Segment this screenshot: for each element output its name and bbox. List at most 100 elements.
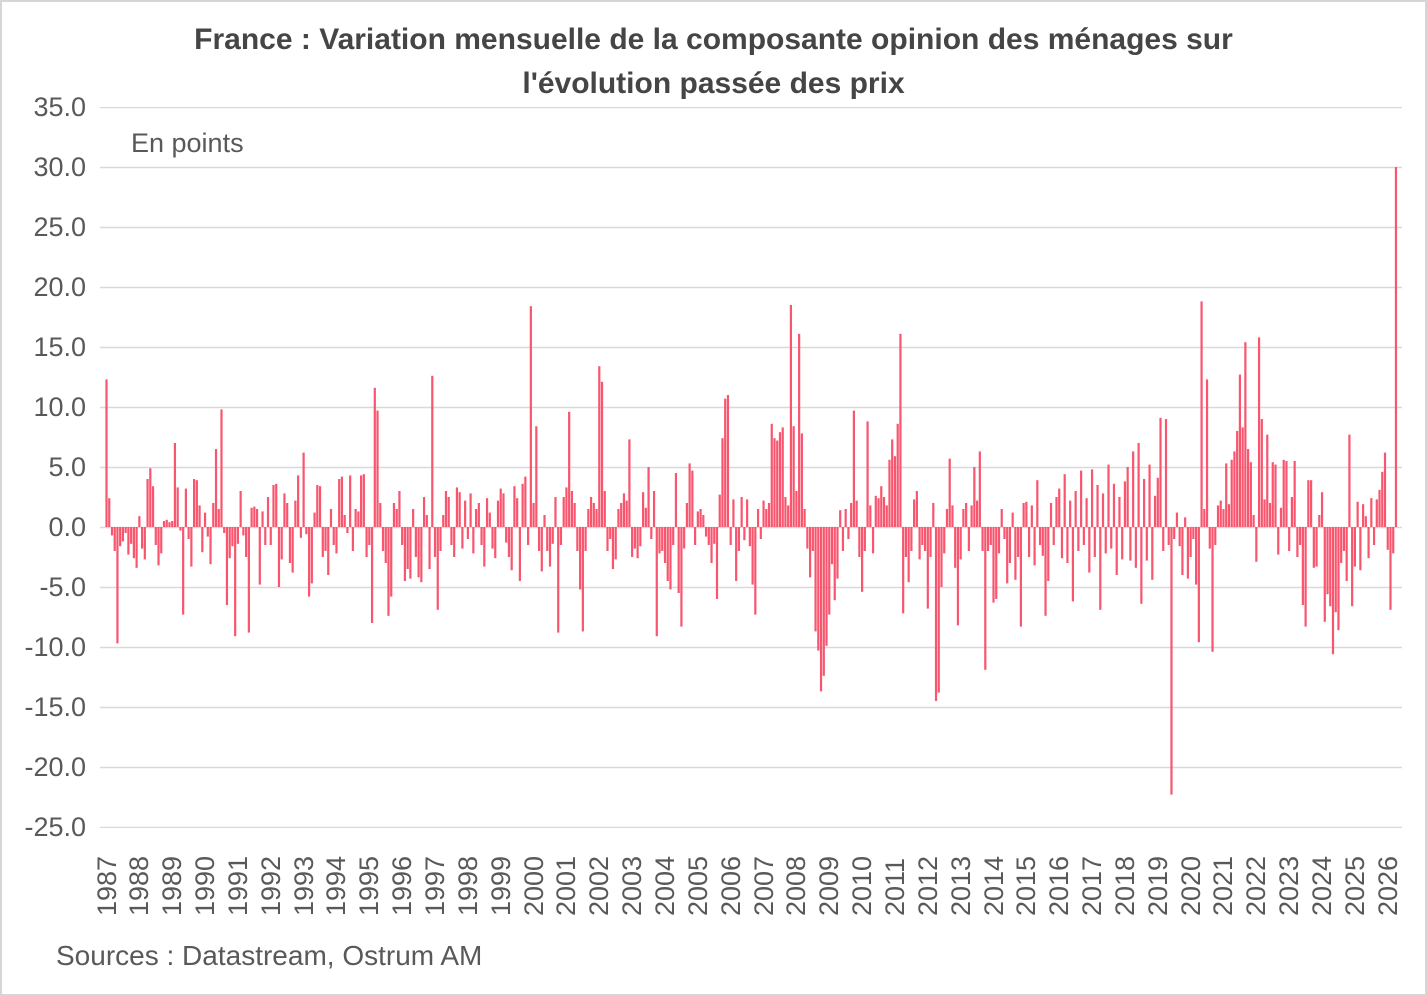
bar [680,527,683,627]
bar [108,498,111,527]
y-tick-label: -20.0 [24,752,86,782]
x-tick-label: 1999 [485,855,516,916]
bar [146,479,149,527]
bar [444,491,448,527]
bar [406,527,409,569]
bar [518,527,521,581]
bar [1222,509,1225,527]
bar [1392,527,1395,554]
bar [1055,497,1058,527]
bar [967,527,970,551]
bar [1203,509,1206,527]
bar [1036,480,1039,527]
bar [190,527,193,567]
bar [921,527,924,545]
bar [176,487,179,527]
bar [299,527,302,538]
bar [989,527,992,545]
bar [600,381,604,527]
bar [1112,483,1116,527]
bar [217,509,220,527]
bar [1342,527,1346,551]
bar [1181,527,1184,575]
x-tick-label: 1991 [222,855,253,916]
bar [1230,459,1233,527]
bar [510,527,513,571]
bar [808,527,812,578]
bar [461,527,464,549]
bar [726,395,730,527]
bar [1266,434,1269,527]
bar [223,527,226,533]
x-tick-label: 2009 [814,855,845,916]
bar [997,527,1001,554]
unit-label: En points [131,128,244,158]
bar [1019,527,1022,627]
bar [852,410,855,527]
bar [609,527,612,539]
bar [283,493,286,527]
bar [1041,527,1044,556]
bar [704,527,708,537]
bar [206,527,209,537]
bar [965,503,968,527]
x-tick-label: 1993 [288,855,319,916]
bar [778,432,782,527]
bar [261,511,264,527]
bar [220,409,223,527]
bar [751,527,754,585]
bar [532,503,535,527]
bar [1241,427,1244,527]
bar [121,527,125,542]
x-tick-label: 2010 [847,855,878,916]
bar [414,527,417,557]
bar [617,509,620,527]
bar [1189,527,1192,557]
bar [814,527,817,632]
bar [880,486,883,527]
bar [841,527,845,551]
bar [1331,527,1335,655]
bar [1071,527,1075,602]
bar [179,527,182,531]
bar [1115,527,1118,575]
bar [661,527,664,551]
chart-title: France : Variation mensuelle de la compo… [0,18,1427,106]
bar [699,509,702,527]
chart-title-line1: France : Variation mensuelle de la compo… [194,23,1233,56]
bar [658,527,661,554]
bar [1370,498,1373,527]
bar [877,498,880,527]
bar [447,497,450,527]
bar [1167,527,1170,545]
bar [811,527,814,551]
bar [1137,443,1140,527]
y-tick-label: 30.0 [33,152,86,182]
bar [598,366,601,527]
bar [127,527,130,555]
bar [543,515,546,527]
bar [135,527,138,568]
bar [800,433,803,527]
bar [1329,527,1332,607]
y-tick-label: 35.0 [33,92,86,122]
bar [485,498,489,527]
bar [1058,488,1061,527]
bar [171,521,174,527]
bar [847,527,850,539]
bar [201,527,204,553]
x-tick-label: 2012 [912,855,943,916]
bar [866,421,869,527]
bar [1077,527,1080,551]
bar [1293,461,1296,527]
bar [828,527,831,615]
bar [1085,498,1088,527]
bar [272,485,275,527]
bar [1093,527,1096,557]
bar [1296,527,1299,557]
bar [297,475,300,527]
bar [321,527,324,557]
bar [327,527,330,575]
bar [855,500,858,527]
bar [622,493,626,527]
